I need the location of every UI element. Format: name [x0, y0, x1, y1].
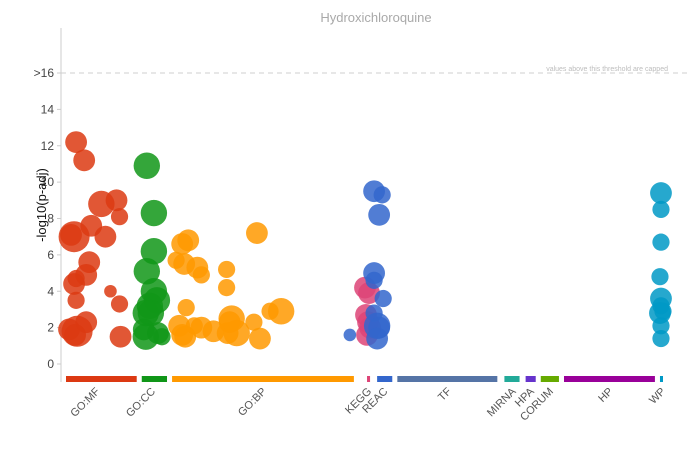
- y-tick-label: 14: [41, 102, 55, 116]
- data-point-go-mf[interactable]: [105, 189, 128, 212]
- y-tick-label: 12: [41, 139, 55, 153]
- source-bar-go-bp: [172, 376, 354, 382]
- source-bar-tf: [397, 376, 498, 382]
- data-point-go-mf[interactable]: [110, 295, 129, 313]
- data-point-reac[interactable]: [365, 271, 383, 289]
- data-point-wp[interactable]: [654, 302, 672, 320]
- data-point-go-cc[interactable]: [140, 199, 168, 227]
- data-point-go-mf[interactable]: [109, 325, 132, 348]
- source-bar-mirna: [504, 376, 520, 382]
- y-tick-label: 6: [47, 248, 54, 262]
- source-bar-go-cc: [141, 376, 168, 382]
- source-bar-corum: [540, 376, 559, 382]
- data-point-wp[interactable]: [650, 182, 672, 204]
- y-tick-label: 4: [47, 284, 54, 298]
- data-point-wp[interactable]: [652, 317, 670, 335]
- y-tick-label: 0: [47, 357, 54, 371]
- chart-title: Hydroxichloroquine: [320, 10, 431, 25]
- x-tick-label-hp: HP: [596, 386, 615, 405]
- data-point-go-cc[interactable]: [153, 328, 171, 346]
- data-point-go-cc[interactable]: [140, 238, 168, 265]
- data-point-go-bp[interactable]: [218, 279, 236, 297]
- source-bars: [66, 376, 663, 382]
- source-bar-reac: [377, 376, 393, 382]
- data-point-go-mf[interactable]: [94, 225, 117, 248]
- x-tick-label-tf: TF: [436, 385, 454, 403]
- data-point-wp[interactable]: [652, 200, 670, 219]
- data-point-go-mf[interactable]: [110, 208, 129, 226]
- source-bar-kegg: [367, 376, 371, 382]
- data-point-go-mf[interactable]: [63, 273, 85, 295]
- source-bar-hp: [564, 376, 655, 382]
- y-tick-label: >16: [34, 66, 55, 80]
- y-tick-label: 10: [41, 175, 55, 189]
- data-point-go-bp[interactable]: [246, 222, 268, 244]
- data-point-reac[interactable]: [374, 289, 392, 308]
- data-point-go-mf[interactable]: [104, 284, 117, 298]
- x-tick-label-go-mf: GO:MF: [68, 385, 102, 419]
- data-point-go-bp[interactable]: [218, 260, 236, 279]
- data-point-go-cc[interactable]: [133, 152, 161, 179]
- source-bar-hpa: [525, 376, 536, 382]
- x-tick-label-wp: WP: [647, 386, 668, 407]
- data-point-reac[interactable]: [366, 327, 389, 350]
- data-point-go-mf[interactable]: [73, 149, 96, 172]
- data-point-go-bp[interactable]: [249, 327, 271, 350]
- threshold-note: values above this threshold are capped: [546, 66, 668, 73]
- source-bar-go-mf: [66, 376, 137, 382]
- source-bar-wp: [659, 376, 663, 382]
- x-tick-label-go-cc: GO:CC: [124, 386, 158, 420]
- data-points: [58, 131, 672, 350]
- data-point-go-cc[interactable]: [133, 258, 161, 285]
- data-point-go-mf[interactable]: [65, 131, 88, 154]
- y-axis-label: -log10(p-adj): [34, 168, 49, 242]
- data-point-wp[interactable]: [652, 233, 670, 251]
- data-point-go-bp[interactable]: [177, 229, 200, 252]
- data-point-reac[interactable]: [368, 203, 391, 226]
- data-point-go-mf[interactable]: [64, 324, 86, 346]
- data-point-reac[interactable]: [343, 328, 357, 342]
- data-point-go-mf[interactable]: [67, 291, 85, 309]
- data-point-go-bp[interactable]: [245, 313, 263, 331]
- data-point-go-bp[interactable]: [267, 298, 295, 325]
- y-tick-label: 8: [47, 212, 54, 226]
- data-point-wp[interactable]: [652, 329, 670, 348]
- data-point-go-bp[interactable]: [223, 319, 250, 347]
- y-tick-label: 2: [47, 321, 54, 335]
- data-point-wp[interactable]: [651, 268, 669, 286]
- data-point-reac[interactable]: [373, 186, 391, 204]
- data-point-go-bp[interactable]: [177, 299, 195, 317]
- y-ticks: 0 2 4 6 8 10 12 14 >16: [34, 66, 61, 371]
- data-point-go-bp[interactable]: [192, 266, 210, 284]
- x-tick-label-go-bp: GO:BP: [236, 386, 269, 419]
